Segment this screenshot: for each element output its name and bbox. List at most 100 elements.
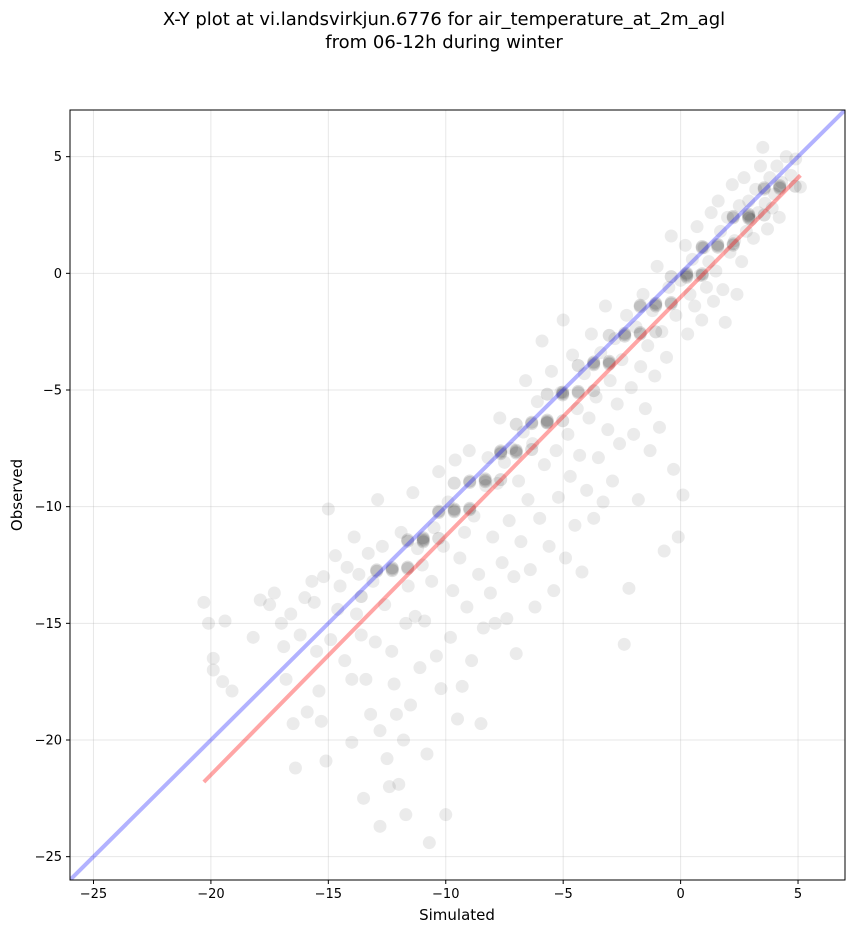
data-point [463, 503, 477, 517]
data-point [462, 444, 476, 458]
data-point [505, 441, 519, 455]
data-point [312, 684, 326, 698]
data-point [401, 579, 415, 593]
data-point [732, 199, 746, 213]
data-point [387, 677, 401, 691]
data-point [507, 570, 521, 584]
data-point [478, 473, 492, 487]
fit-line [202, 173, 802, 784]
data-point [624, 381, 638, 395]
data-point [525, 415, 539, 429]
data-point [638, 402, 652, 416]
data-point [525, 417, 539, 431]
data-point [563, 469, 577, 483]
data-point [413, 661, 427, 675]
data-point [726, 237, 740, 251]
data-point [373, 819, 387, 833]
data-point [744, 213, 758, 227]
data-point [655, 325, 669, 339]
x-tick-label: −25 [80, 887, 107, 902]
data-point [657, 544, 671, 558]
data-point [683, 287, 697, 301]
data-point [706, 294, 720, 308]
data-point [617, 637, 631, 651]
data-point [728, 234, 742, 248]
data-point [784, 168, 798, 182]
data-point [540, 416, 554, 430]
data-point [509, 647, 523, 661]
x-tick-label: −20 [197, 887, 224, 902]
data-point [603, 374, 617, 388]
data-point [328, 549, 342, 563]
data-point [608, 332, 622, 346]
data-point [202, 616, 216, 630]
data-point [551, 490, 565, 504]
data-point [347, 530, 361, 544]
plot-frame [69, 109, 846, 881]
data-point [544, 364, 558, 378]
data-point [478, 472, 492, 486]
data-point [571, 386, 585, 400]
data-point [453, 551, 467, 565]
data-point [509, 445, 523, 459]
data-point [385, 561, 399, 575]
data-point [716, 283, 730, 297]
data-point [253, 593, 267, 607]
data-point [447, 502, 461, 516]
data-point [571, 359, 585, 372]
data-point [502, 514, 516, 528]
data-point [525, 443, 539, 456]
data-point [645, 304, 659, 318]
data-point [634, 360, 648, 374]
data-point [396, 733, 410, 747]
data-point [446, 584, 460, 598]
data-point [293, 628, 307, 642]
data-point [699, 280, 713, 294]
data-point [596, 495, 610, 509]
data-point [751, 206, 765, 220]
data-point [649, 296, 663, 310]
data-point [556, 313, 570, 327]
data-point [401, 534, 415, 548]
data-point [547, 584, 561, 598]
data-point [584, 327, 598, 341]
data-point [641, 339, 655, 353]
data-point [401, 560, 415, 574]
data-point [631, 493, 645, 507]
data-point [352, 567, 366, 581]
data-point [633, 326, 647, 340]
data-point [633, 327, 647, 341]
data-point [359, 672, 373, 686]
x-tick-label: 0 [676, 887, 684, 902]
data-point [345, 672, 359, 686]
scatter-points [197, 140, 807, 850]
data-point [476, 621, 490, 635]
data-point [463, 475, 477, 489]
data-point [463, 501, 477, 515]
data-point [568, 518, 582, 532]
data-point [737, 171, 751, 185]
data-point [434, 682, 448, 696]
data-point [432, 504, 446, 518]
data-point [757, 182, 771, 196]
data-point [338, 654, 352, 668]
data-point [277, 640, 291, 654]
data-point [458, 525, 472, 539]
data-point [591, 451, 605, 465]
data-point [420, 747, 434, 761]
data-point [664, 270, 678, 284]
data-point [225, 684, 239, 698]
data-point [422, 836, 436, 850]
data-point [695, 267, 709, 281]
data-point [521, 493, 535, 507]
data-point [408, 609, 422, 623]
data-point [263, 598, 277, 612]
data-point [664, 229, 678, 243]
data-point [618, 329, 632, 343]
y-tick-label: −15 [35, 617, 62, 632]
data-point [401, 562, 415, 575]
data-point [416, 534, 430, 547]
data-point [540, 387, 554, 401]
chart-title-line-2: from 06-12h during winter [325, 32, 563, 53]
y-tick-label: −20 [35, 734, 62, 749]
